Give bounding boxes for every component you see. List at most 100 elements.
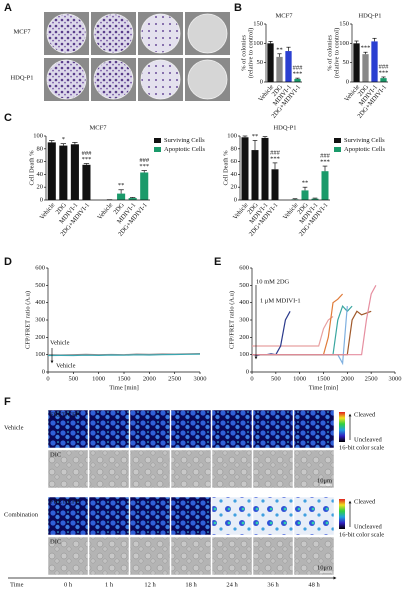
y-tick-label: 0 — [40, 196, 43, 203]
bar — [241, 137, 249, 200]
y-tick-label: 600 — [35, 264, 45, 271]
time-label: 12 h — [144, 581, 156, 588]
significance: ** — [252, 133, 259, 140]
dish — [46, 59, 87, 100]
time-label: 24 h — [226, 581, 238, 588]
y-tick-label: 150 — [339, 20, 349, 27]
panel-label: E — [214, 256, 221, 268]
y-tick-label: 0 — [246, 368, 249, 375]
chart-title: HDQ-P1 — [273, 124, 296, 131]
y-tick-label: 20 — [37, 184, 44, 191]
y-tick-label: 80 — [231, 145, 238, 152]
significance: ** — [118, 182, 125, 189]
y-tick-label: 0 — [234, 196, 237, 203]
micrograph — [88, 449, 130, 489]
x-tick-label: 2500 — [168, 375, 181, 382]
bar — [371, 41, 378, 82]
bar — [276, 56, 283, 82]
legend-swatch — [334, 147, 341, 152]
bar — [117, 193, 126, 200]
bar — [128, 198, 137, 200]
micrograph — [129, 449, 171, 489]
micrograph — [211, 409, 253, 449]
y-tick-label: 60 — [231, 158, 238, 165]
dish — [93, 13, 134, 54]
y-axis-label: % of colonies — [240, 35, 247, 71]
significance: ### — [82, 150, 93, 157]
dish — [140, 13, 181, 54]
y-tick-label: 20 — [231, 184, 238, 191]
panel-label: D — [4, 256, 12, 268]
x-tick-label: 2000 — [143, 375, 156, 382]
micrograph — [47, 449, 89, 489]
time-label: 36 h — [267, 581, 279, 588]
channel-label: DIC — [50, 451, 61, 458]
y-tick-label: 100 — [253, 40, 263, 47]
scale-bottom: Uncleaved — [354, 523, 383, 530]
y-axis-label: CFP/FRET ratio (A.u) — [228, 291, 235, 349]
y-tick-label: 100 — [227, 132, 237, 139]
significance: ### — [293, 65, 304, 72]
significance: * — [62, 136, 65, 143]
bar — [380, 78, 387, 82]
scale-top: Cleaved — [354, 498, 376, 505]
x-tick-label: 3000 — [194, 375, 207, 382]
scale-caption: 16-bit color scale — [339, 444, 384, 451]
bar — [261, 137, 269, 200]
scale-caption: 16-bit color scale — [339, 531, 384, 538]
y-axis-label: % of colonies — [326, 35, 333, 71]
micrograph — [252, 496, 294, 536]
micrograph — [129, 496, 171, 536]
x-tick-label: 1500 — [317, 375, 330, 382]
significance: ** — [276, 46, 283, 53]
chart-title: HDQ-P1 — [358, 12, 381, 19]
bar — [251, 150, 259, 200]
significance: *** — [139, 163, 149, 170]
x-tick-label: 0 — [46, 375, 49, 382]
x-tick-label: 1000 — [92, 375, 105, 382]
line — [251, 311, 291, 357]
micrograph — [252, 449, 294, 489]
line — [252, 310, 372, 356]
x-tick-label: 2500 — [365, 375, 378, 382]
y-tick-label: 80 — [37, 145, 44, 152]
chart-title: MCF7 — [90, 124, 108, 131]
group-label: Combination — [4, 511, 39, 518]
y-axis-label: (relative to control) — [333, 28, 340, 79]
row-label: MCF7 — [14, 28, 32, 35]
bar — [311, 198, 319, 200]
bar — [362, 54, 369, 82]
y-tick-label: 50 — [343, 59, 350, 66]
micrograph — [252, 409, 294, 449]
y-axis-label: CFP/FRET ratio (A.u) — [24, 291, 31, 349]
x-tick-label: 2000 — [341, 375, 354, 382]
y-tick-label: 50 — [257, 59, 264, 66]
y-tick-label: 100 — [33, 132, 43, 139]
time-label: 18 h — [185, 581, 197, 588]
bar — [271, 169, 279, 200]
y-tick-label: 100 — [339, 40, 349, 47]
micrograph — [47, 496, 89, 536]
micrograph — [170, 409, 212, 449]
y-tick-label: 400 — [35, 299, 45, 306]
y-tick-label: 600 — [239, 264, 249, 271]
y-tick-label: 400 — [239, 299, 249, 306]
y-tick-label: 40 — [37, 171, 44, 178]
panel-label: B — [234, 2, 242, 14]
panel-label: A — [4, 2, 12, 14]
significance: *** — [293, 71, 303, 78]
scale-bar-label: 10μm — [317, 564, 332, 571]
micrograph — [211, 449, 253, 489]
x-axis-label: Time [min] — [309, 384, 339, 391]
dish — [46, 13, 87, 54]
legend-label: Surviving Cells — [164, 137, 205, 144]
bar — [285, 51, 292, 82]
panel-label: F — [4, 396, 11, 408]
dish — [140, 59, 181, 100]
legend-swatch — [334, 138, 341, 143]
significance: ** — [302, 180, 309, 187]
row-label: HDQ-P1 — [10, 74, 33, 81]
dish — [187, 59, 228, 100]
y-tick-label: 500 — [239, 282, 249, 289]
y-tick-label: 150 — [253, 20, 263, 27]
